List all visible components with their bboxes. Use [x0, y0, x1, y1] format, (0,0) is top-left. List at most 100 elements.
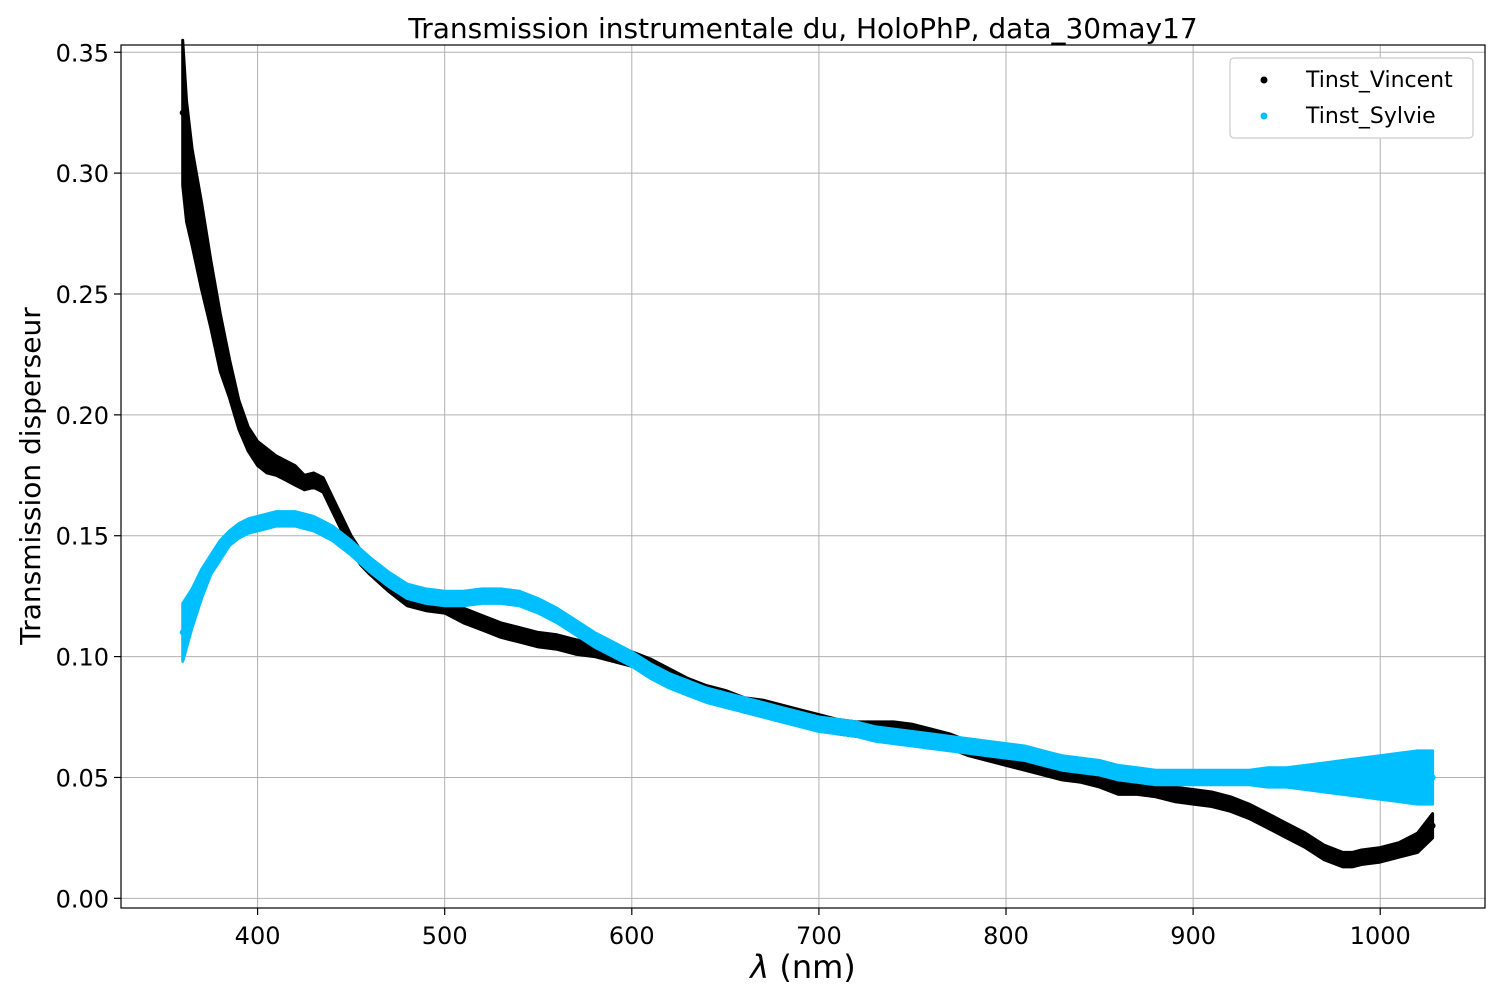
data-point	[479, 619, 486, 626]
data-point	[310, 477, 317, 484]
data-point	[217, 339, 224, 346]
data-point	[1265, 818, 1271, 824]
data-point	[292, 515, 298, 522]
plot-frame	[120, 44, 1486, 909]
data-point	[1349, 856, 1356, 863]
data-point	[759, 706, 766, 713]
data-point	[1040, 755, 1047, 762]
data-point	[1414, 839, 1421, 846]
legend-marker-sylvie	[1260, 112, 1268, 120]
data-point	[853, 726, 860, 733]
data-point	[254, 520, 261, 527]
data-point	[1246, 808, 1253, 815]
data-point	[320, 525, 327, 532]
data-point	[245, 436, 252, 442]
data-point	[310, 520, 317, 527]
data-point	[189, 605, 196, 612]
data-point	[1208, 774, 1215, 781]
data-point	[516, 595, 523, 602]
data-point	[254, 450, 261, 457]
data-point	[1096, 764, 1103, 771]
data-point	[282, 515, 289, 522]
data-point	[1429, 822, 1436, 829]
data-point	[647, 668, 654, 675]
data-point	[1321, 774, 1328, 781]
data-point	[741, 701, 748, 708]
data-point	[479, 593, 486, 600]
series-band	[181, 510, 1435, 806]
data-point	[554, 612, 560, 619]
data-point	[273, 515, 280, 522]
data-point	[385, 576, 392, 583]
data-point	[1021, 750, 1028, 757]
data-point	[282, 467, 289, 474]
x-axis-label: λ (nm)	[748, 948, 856, 986]
data-point	[722, 697, 729, 704]
data-point	[301, 518, 308, 525]
x-axis-unit: (nm)	[779, 948, 855, 986]
y-tick-label: 0.00	[56, 885, 109, 913]
y-tick-label: 0.20	[56, 402, 109, 430]
data-point	[516, 631, 523, 638]
data-point	[535, 636, 542, 643]
data-point	[460, 595, 467, 602]
data-point	[1246, 774, 1253, 781]
data-point	[797, 716, 804, 723]
data-point	[1377, 774, 1384, 781]
data-point	[207, 561, 214, 568]
data-point	[610, 646, 617, 653]
data-point	[441, 595, 448, 602]
data-point	[1171, 774, 1178, 781]
x-tick-label: 400	[235, 922, 281, 950]
data-point	[366, 561, 373, 568]
data-point	[226, 375, 233, 382]
data-point	[572, 643, 579, 650]
data-point	[1171, 791, 1178, 798]
y-axis-label: Transmission disperseur	[14, 307, 47, 646]
data-point	[872, 730, 878, 737]
x-axis-symbol: λ	[748, 948, 769, 986]
data-point	[1339, 856, 1346, 863]
x-tick-label: 800	[983, 922, 1029, 950]
data-point	[189, 194, 196, 201]
data-point	[1115, 784, 1122, 791]
data-point	[684, 685, 691, 691]
legend-box	[1229, 57, 1474, 139]
data-point	[628, 656, 635, 662]
data-point	[273, 462, 280, 469]
series-layer	[179, 38, 1436, 869]
data-point	[1190, 793, 1197, 800]
data-point	[301, 479, 308, 486]
data-point	[946, 740, 953, 747]
data-point	[460, 612, 467, 619]
data-point	[1134, 784, 1140, 791]
data-point	[292, 472, 298, 479]
legend-marker-vincent	[1260, 76, 1268, 84]
data-point	[245, 523, 252, 530]
data-point	[217, 547, 224, 554]
x-tick-label: 700	[796, 922, 842, 950]
data-point	[329, 501, 336, 508]
data-point	[348, 544, 355, 551]
series-0	[179, 38, 1436, 869]
y-tick-label: 0.10	[56, 644, 109, 672]
x-tick-label: 1000	[1350, 922, 1411, 950]
data-point	[198, 581, 205, 588]
y-tick-label: 0.25	[56, 281, 109, 309]
data-point	[1208, 796, 1215, 803]
data-point	[666, 677, 673, 684]
data-point	[183, 158, 190, 164]
data-point	[591, 636, 598, 643]
data-point	[1152, 774, 1159, 781]
data-point	[778, 711, 785, 718]
data-point	[338, 537, 345, 544]
data-point	[226, 535, 233, 542]
data-point	[235, 527, 242, 534]
y-tick-label: 0.15	[56, 523, 109, 551]
data-point	[198, 242, 205, 249]
legend-label-vincent: Tinst_Vincent	[1305, 68, 1453, 93]
x-axis-ticks: 400 500 600 700 800 900 1000	[235, 908, 1411, 950]
data-point	[1003, 747, 1009, 754]
data-point	[1339, 774, 1346, 781]
